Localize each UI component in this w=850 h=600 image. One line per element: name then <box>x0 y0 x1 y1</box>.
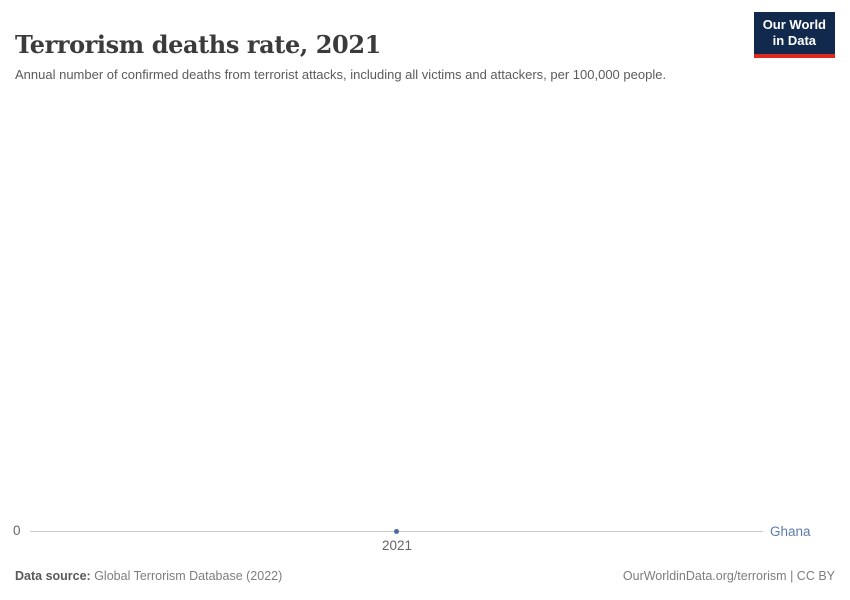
attribution-link[interactable]: OurWorldinData.org/terrorism | CC BY <box>622 569 835 583</box>
y-axis-tick-zero: 0 <box>13 523 21 538</box>
data-source-label: Data source: <box>15 569 91 583</box>
entity-label-ghana[interactable]: Ghana <box>770 524 811 539</box>
owid-logo[interactable]: Our World in Data <box>753 12 835 58</box>
chart-subtitle: Annual number of confirmed deaths from t… <box>15 67 667 82</box>
page-title: Terrorism deaths rate, 2021 <box>15 30 381 60</box>
data-point-ghana-2021[interactable] <box>394 529 399 534</box>
owid-logo-line2: in Data <box>772 33 817 49</box>
plot-area <box>0 95 850 535</box>
owid-logo-line1: Our World <box>762 17 826 32</box>
data-source-value: Global Terrorism Database (2022) <box>90 569 283 583</box>
x-axis-tick-2021: 2021 <box>381 538 413 553</box>
data-source-note: Data source: Global Terrorism Database (… <box>15 569 282 583</box>
